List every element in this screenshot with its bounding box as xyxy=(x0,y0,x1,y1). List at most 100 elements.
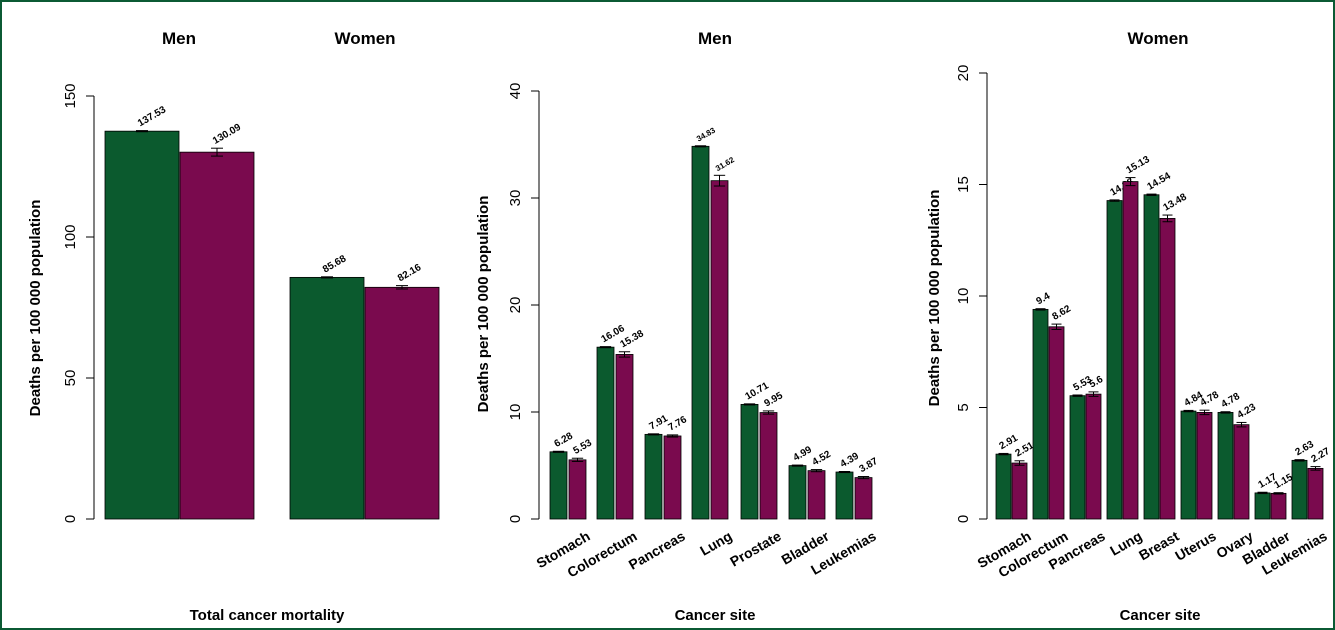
bar xyxy=(179,151,255,520)
y-tick-label: 0 xyxy=(955,515,972,523)
x-axis-title: Total cancer mortality xyxy=(190,607,345,624)
data-label: 85.68 xyxy=(321,253,349,275)
y-tick-label: 100 xyxy=(62,224,79,249)
error-bar xyxy=(599,346,612,349)
data-label: 9.4 xyxy=(1035,291,1053,308)
panel-men-by-site: Men Deaths per 100 000 population Cancer… xyxy=(475,29,880,624)
y-tick-label: 20 xyxy=(955,65,972,82)
data-label: 4.78 xyxy=(1220,391,1243,410)
x-axis-title: Cancer site xyxy=(675,607,756,624)
data-label: 5.53 xyxy=(572,437,595,456)
error-bar xyxy=(694,145,707,148)
bar xyxy=(835,471,854,520)
y-axis-title: Deaths per 100 000 population xyxy=(475,196,492,413)
y-tick-label: 20 xyxy=(507,297,524,314)
data-label: 4.78 xyxy=(1199,389,1222,408)
x-axis-title: Cancer site xyxy=(1120,607,1201,624)
error-bar xyxy=(321,276,333,279)
error-bar xyxy=(1236,421,1247,428)
bar xyxy=(1159,217,1176,520)
bar xyxy=(289,276,365,520)
error-bar xyxy=(1035,308,1046,311)
error-bar xyxy=(1310,466,1321,471)
y-ticks: 0 50 100 150 xyxy=(62,83,94,523)
data-label: 82.16 xyxy=(396,262,424,284)
data-label: 3.87 xyxy=(858,456,881,475)
bar xyxy=(759,412,778,520)
group-label-men: Men xyxy=(162,29,196,48)
panel-total-mortality: Men Women Deaths per 100 000 population … xyxy=(27,29,440,624)
error-bar xyxy=(396,285,408,290)
y-tick-label: 30 xyxy=(507,190,524,207)
error-bar xyxy=(1220,411,1231,414)
error-bar xyxy=(1146,193,1157,196)
data-label: 7.76 xyxy=(667,414,690,433)
error-bar xyxy=(1273,492,1284,495)
bar xyxy=(1291,459,1308,520)
panel-women-by-site: Women Deaths per 100 000 population Canc… xyxy=(926,29,1332,624)
bar xyxy=(549,451,568,520)
error-bar xyxy=(810,469,823,473)
bar xyxy=(663,435,682,520)
category-label: Prostate xyxy=(727,528,784,570)
error-bar xyxy=(791,464,804,467)
error-bar xyxy=(647,433,660,436)
error-bar xyxy=(713,174,726,187)
error-bar xyxy=(1072,394,1083,397)
data-label: 5.6 xyxy=(1088,374,1106,391)
data-label: 9.95 xyxy=(763,390,786,409)
data-label: 130.09 xyxy=(211,122,243,147)
bar xyxy=(1180,410,1197,520)
bar xyxy=(740,404,759,520)
y-tick-label: 50 xyxy=(62,370,79,387)
y-axis-title: Deaths per 100 000 population xyxy=(926,190,943,407)
error-bar xyxy=(1109,199,1120,202)
bar xyxy=(1085,393,1102,520)
bar xyxy=(568,459,587,520)
bar xyxy=(104,130,180,520)
bar xyxy=(1048,326,1065,520)
bar xyxy=(596,346,615,520)
data-label: 4.52 xyxy=(811,449,834,468)
y-tick-label: 15 xyxy=(955,176,972,193)
y-tick-label: 150 xyxy=(62,83,79,108)
bar xyxy=(644,433,663,520)
data-label: 14.54 xyxy=(1146,170,1174,192)
bar xyxy=(1233,424,1250,520)
bar xyxy=(1106,200,1123,520)
error-bar xyxy=(1199,409,1210,416)
bars-women-sites: 2.912.51Stomach9.48.62Colorectum5.535.6P… xyxy=(974,154,1332,581)
bar xyxy=(1196,412,1213,520)
y-tick-label: 5 xyxy=(955,403,972,411)
y-tick-label: 0 xyxy=(62,515,79,523)
error-bar xyxy=(1014,460,1025,466)
data-label: 15.13 xyxy=(1125,154,1153,176)
y-tick-label: 40 xyxy=(507,83,524,100)
data-label: 4.23 xyxy=(1236,402,1259,421)
error-bar xyxy=(1162,214,1173,223)
bar xyxy=(1254,492,1271,520)
error-bar xyxy=(1294,459,1305,462)
data-label: 13.48 xyxy=(1162,191,1190,213)
bar xyxy=(691,145,710,520)
error-bar xyxy=(571,457,584,462)
bar xyxy=(615,354,634,520)
data-label: 137.53 xyxy=(136,104,168,129)
bar xyxy=(788,465,807,520)
bar xyxy=(1011,462,1028,520)
panel-title-men: Men xyxy=(698,29,732,48)
data-label: 31.62 xyxy=(714,155,736,173)
error-bar xyxy=(666,434,679,438)
error-bar xyxy=(136,130,148,133)
error-bar xyxy=(838,470,851,474)
panel-title-women: Women xyxy=(1127,29,1188,48)
error-bar xyxy=(762,410,775,415)
bar xyxy=(710,180,729,520)
bar xyxy=(1143,194,1160,520)
error-bar xyxy=(1088,391,1099,397)
y-tick-label: 0 xyxy=(507,515,524,523)
error-bar xyxy=(743,403,756,406)
category-label: Breast xyxy=(1136,528,1182,564)
error-bar xyxy=(1257,491,1268,495)
